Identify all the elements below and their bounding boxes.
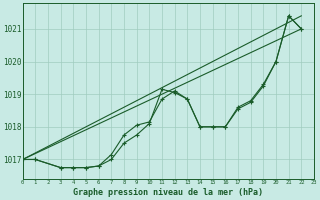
X-axis label: Graphe pression niveau de la mer (hPa): Graphe pression niveau de la mer (hPa) (73, 188, 263, 197)
